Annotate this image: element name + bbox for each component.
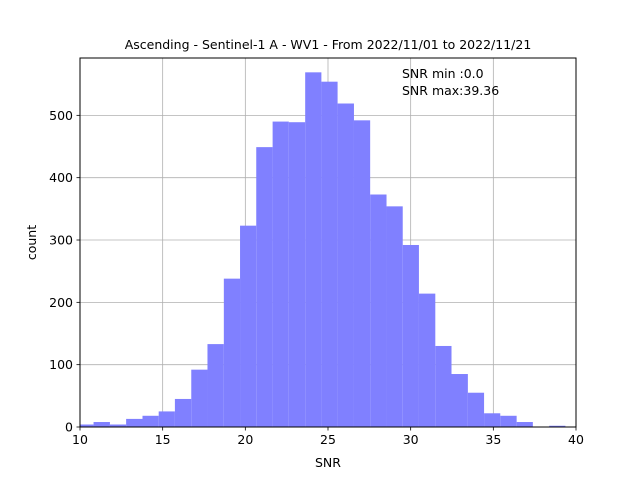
y-tick-label: 0	[65, 420, 73, 435]
x-tick-label: 15	[155, 432, 171, 447]
x-tick-label: 30	[403, 432, 419, 447]
histogram-bar	[207, 344, 224, 427]
histogram-bar	[142, 415, 159, 427]
histogram-bar	[158, 411, 175, 427]
y-ticks: 0 100 200 300 400 500	[49, 108, 80, 435]
x-tick-label: 10	[72, 432, 88, 447]
histogram-bar	[418, 293, 436, 427]
histogram-bar	[93, 422, 110, 427]
histogram-bar	[305, 72, 322, 427]
x-ticks: 10 15 20 25 30 35 40	[72, 427, 584, 447]
y-tick-label: 100	[49, 357, 73, 372]
y-axis-label: count	[24, 225, 39, 260]
histogram-bar	[402, 244, 419, 427]
histogram-bar	[337, 103, 354, 428]
histogram-bar	[386, 206, 403, 427]
x-tick-label: 25	[320, 432, 336, 447]
y-tick-label: 400	[49, 170, 73, 185]
histogram-bar	[240, 225, 257, 427]
x-tick-label: 40	[568, 432, 584, 447]
histogram-bar	[484, 413, 501, 427]
histogram-bar	[288, 122, 306, 427]
annotation-snr-min: SNR min :0.0	[402, 66, 484, 81]
histogram-bar	[126, 418, 143, 427]
histogram-bar	[467, 392, 485, 427]
histogram-bar	[500, 415, 517, 427]
histogram-bar	[80, 424, 94, 427]
histogram-bar	[353, 120, 371, 427]
histogram-bar	[223, 278, 241, 427]
bars	[80, 72, 566, 428]
histogram-bar	[435, 345, 452, 427]
histogram-bar	[451, 374, 468, 427]
histogram-bar	[174, 398, 192, 427]
x-tick-label: 35	[485, 432, 501, 447]
histogram-bar	[370, 194, 387, 427]
histogram-bar	[256, 147, 273, 427]
histogram-bar	[321, 81, 338, 427]
x-tick-label: 20	[237, 432, 253, 447]
x-axis-label: SNR	[315, 455, 341, 470]
y-tick-label: 300	[49, 233, 73, 248]
chart-title: Ascending - Sentinel-1 A - WV1 - From 20…	[125, 37, 532, 52]
annotation-snr-max: SNR max:39.36	[402, 83, 499, 98]
y-tick-label: 500	[49, 108, 73, 123]
histogram-bar	[516, 422, 533, 427]
y-tick-label: 200	[49, 295, 73, 310]
histogram-bar	[109, 424, 127, 427]
histogram-bar	[272, 121, 289, 428]
histogram-bar	[191, 369, 208, 427]
histogram-bar	[549, 425, 566, 427]
